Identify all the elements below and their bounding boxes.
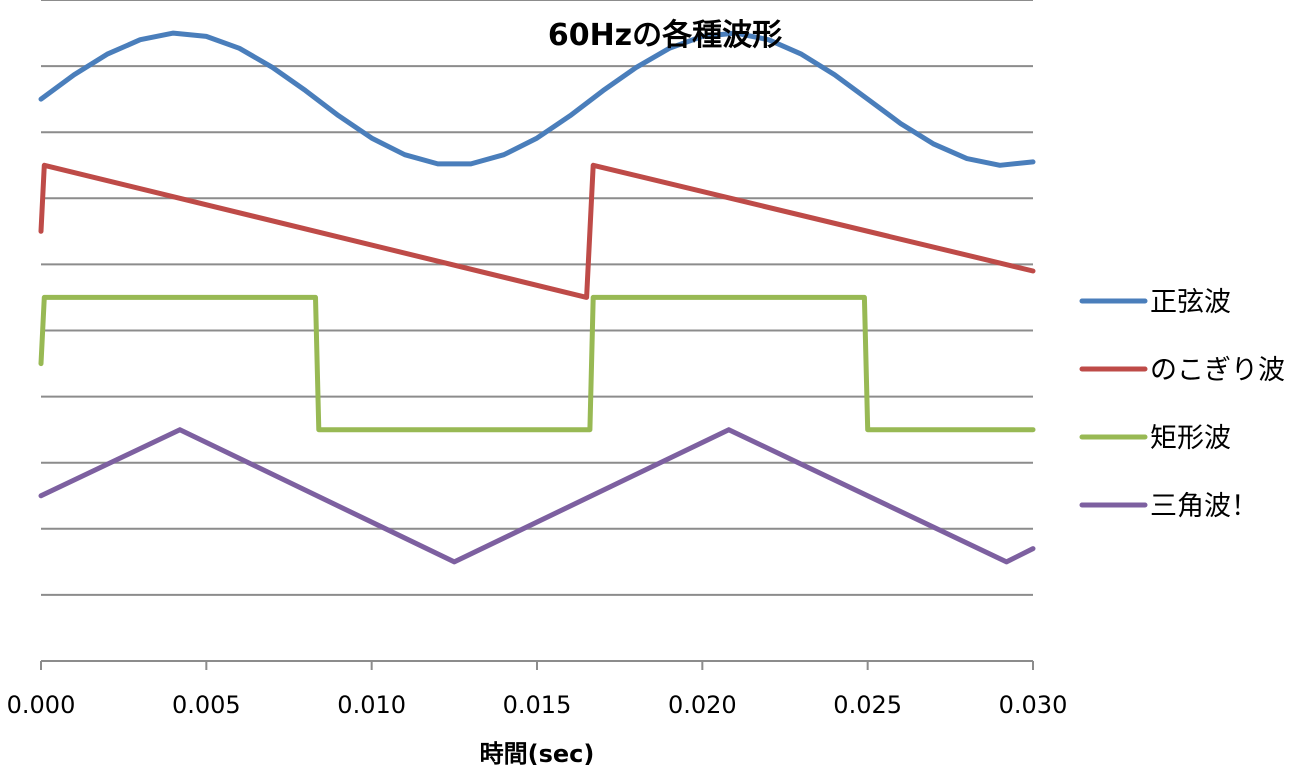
chart-title: 60Hzの各種波形	[548, 18, 782, 53]
x-axis: 0.000 0.005 0.010 0.015 0.020 0.025 0.030	[7, 660, 1068, 719]
x-axis-title: 時間(sec)	[480, 740, 595, 768]
series-line-1	[38, 162, 1036, 300]
x-tick-label-2: 0.010	[337, 691, 406, 719]
series-layer	[38, 30, 1036, 565]
x-tick-label-4: 0.020	[668, 691, 737, 719]
grid-layer	[41, 0, 1033, 596]
x-tick-label-3: 0.015	[503, 691, 572, 719]
series-line-3	[38, 427, 1036, 565]
x-tick-label-1: 0.005	[172, 691, 241, 719]
legend-label-3: 三角波！	[1150, 491, 1258, 522]
series-line-0	[38, 30, 1036, 168]
legend-label-1: のこぎり波	[1150, 355, 1285, 386]
x-tick-label-5: 0.025	[833, 691, 902, 719]
x-tick-label-0: 0.000	[7, 691, 76, 719]
series-line-2	[38, 294, 1036, 433]
x-tick-label-6: 0.030	[999, 691, 1068, 719]
legend-label-0: 正弦波	[1150, 287, 1231, 318]
legend-label-2: 矩形波	[1150, 423, 1231, 454]
